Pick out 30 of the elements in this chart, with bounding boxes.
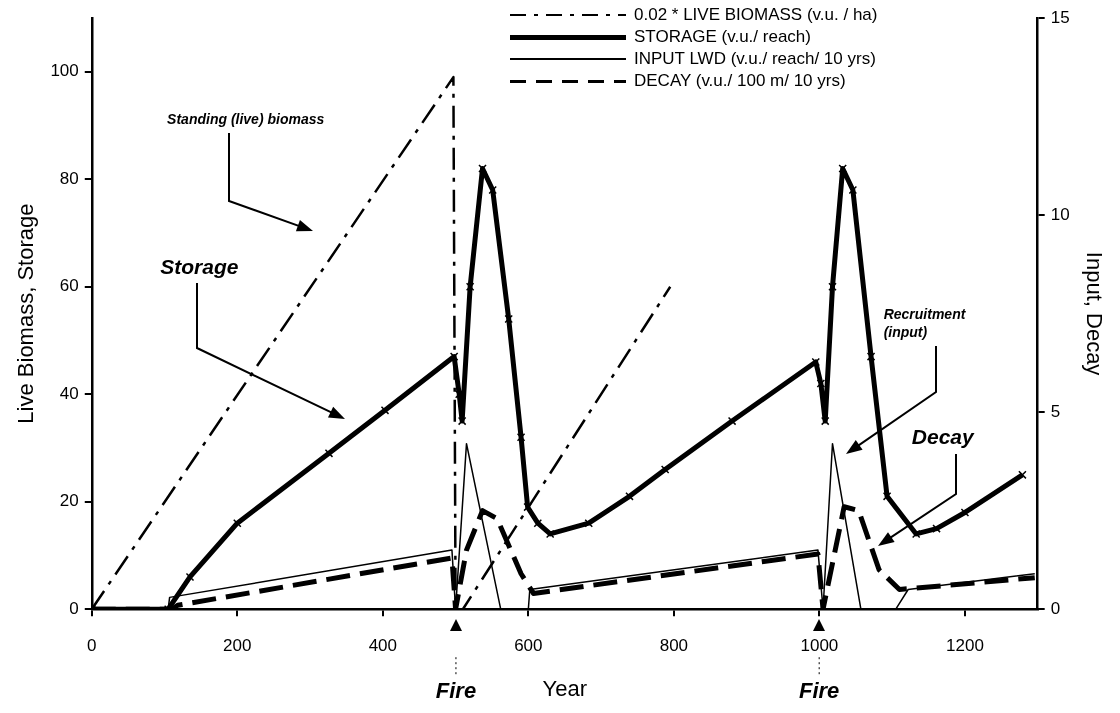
y2-tick-label: 15: [1050, 7, 1070, 27]
x-tick-label: 1000: [800, 636, 839, 656]
annotation: Storage: [160, 254, 239, 278]
legend-label: DECAY (v.u./ 100 m/ 10 yrs): [634, 70, 846, 92]
y-tick-label: 60: [59, 276, 79, 296]
y-axis-title: Live Biomass, Storage: [13, 203, 39, 424]
text: Fire: [799, 678, 840, 704]
legend-label: 0.02 * LIVE BIOMASS (v.u. / ha): [634, 4, 878, 26]
text: Fire: [435, 678, 477, 704]
y2-tick-label: 5: [1050, 401, 1061, 421]
y-tick-label: 20: [59, 491, 79, 511]
x-axis-title: Year: [542, 675, 587, 701]
y2-tick-label: 10: [1050, 204, 1070, 224]
x-tick-label: 1200: [946, 636, 984, 656]
annotation: Standing (live) biomass: [167, 110, 325, 127]
y-tick-label: 0: [69, 598, 79, 618]
y2-axis-title: Input, Decay: [1081, 251, 1107, 376]
annotation: Decay: [911, 425, 976, 449]
y-tick-label: 100: [50, 61, 79, 81]
x-tick-label: 800: [659, 636, 689, 656]
legend-label: INPUT LWD (v.u./ reach/ 10 yrs): [634, 48, 876, 70]
y-tick-label: 40: [59, 383, 79, 403]
y2-tick-label: 0: [1050, 598, 1061, 618]
x-tick-label: 400: [368, 636, 398, 656]
y-tick-label: 80: [59, 168, 79, 188]
x-tick-label: 600: [514, 636, 543, 656]
x-tick-label: 0: [87, 636, 97, 656]
legend-label: STORAGE (v.u./ reach): [634, 26, 811, 48]
x-tick-label: 200: [223, 636, 252, 656]
annotation: Recruitment (input): [883, 305, 967, 340]
